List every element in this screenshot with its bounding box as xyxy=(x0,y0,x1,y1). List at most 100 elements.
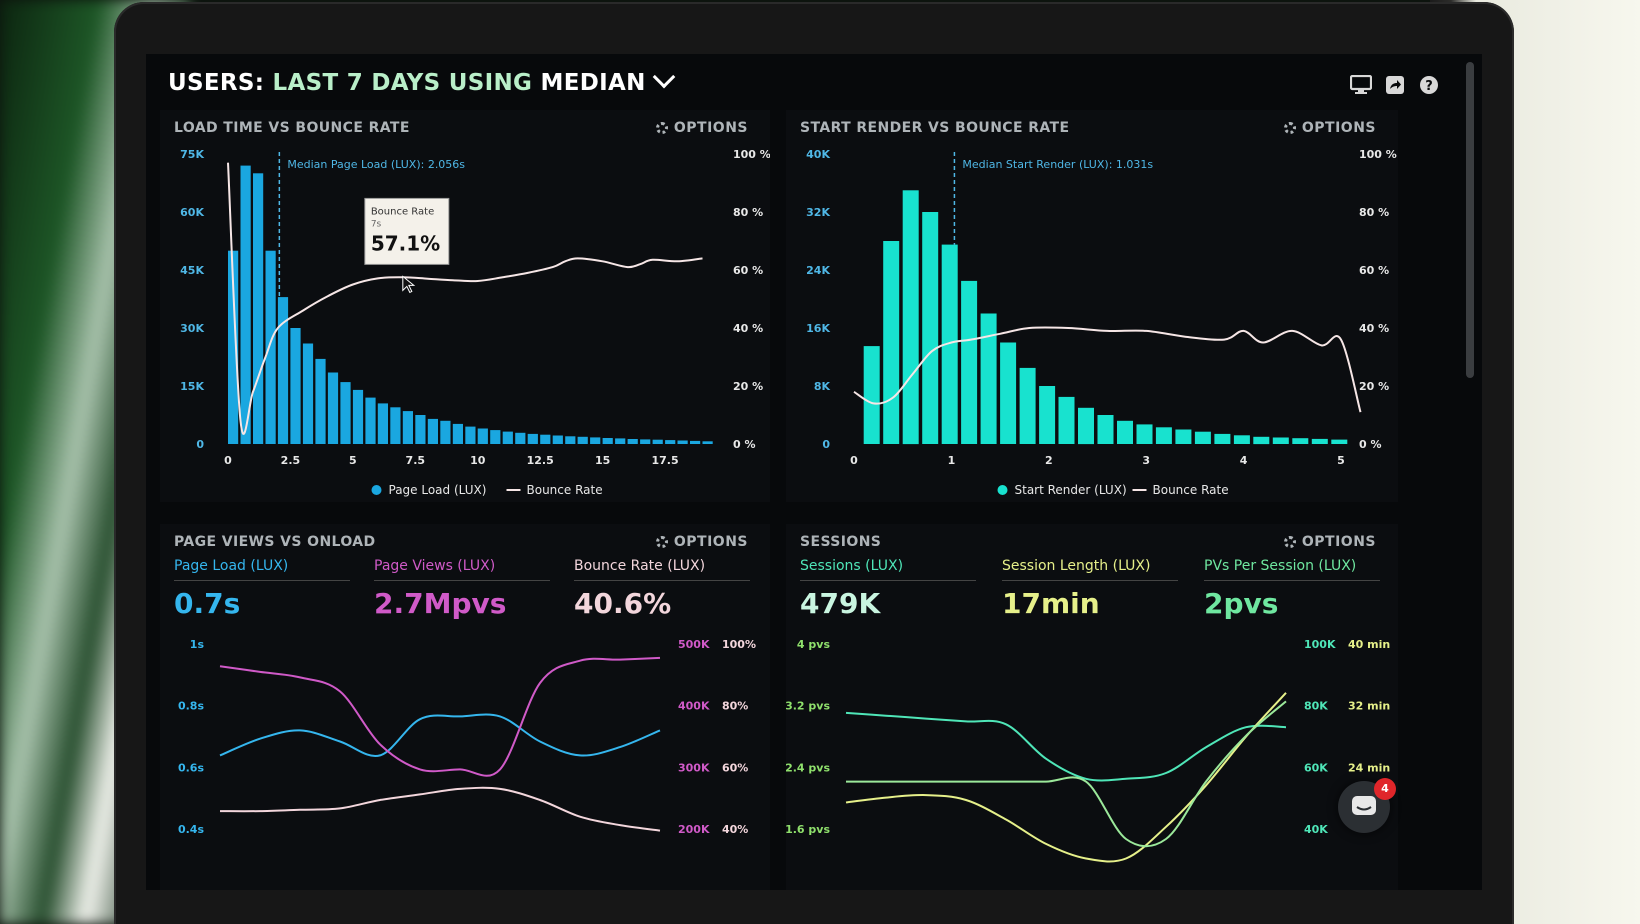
histogram-bar xyxy=(640,439,651,444)
y-tick-label: 0.8s xyxy=(178,700,204,713)
x-tick-label: 0 xyxy=(224,454,232,467)
y2-tick-label: 200K xyxy=(678,823,710,836)
y2-tick-label: 60 % xyxy=(1359,264,1389,277)
y2-tick-label: 500K xyxy=(678,638,710,651)
tooltip-sub: 7s xyxy=(371,219,382,229)
y3-tick-label: 24 min xyxy=(1348,761,1390,774)
panel-title: SESSIONS xyxy=(800,534,882,550)
share-icon[interactable] xyxy=(1384,74,1406,96)
metric-page-load[interactable]: Page Load (LUX) 0.7s xyxy=(174,558,350,620)
legend-swatch xyxy=(371,485,382,495)
histogram-bar xyxy=(565,436,576,444)
histogram-bar xyxy=(377,403,388,444)
y3-tick-label: 100% xyxy=(722,638,756,651)
sessions-panel: SESSIONS OPTIONS Sessions (LUX) 479K Ses… xyxy=(786,524,1398,890)
y2-tick-label: 0 % xyxy=(1359,438,1382,451)
y-tick-label: 75K xyxy=(180,148,204,161)
y2-tick-label: 80K xyxy=(1304,700,1328,713)
histogram-bar xyxy=(552,435,563,444)
tooltip-box xyxy=(364,197,450,265)
histogram-bar xyxy=(602,438,613,444)
start-render-panel: START RENDER VS BOUNCE RATE OPTIONS 40K 3… xyxy=(786,110,1398,502)
histogram-bar xyxy=(1058,396,1075,444)
x-tick-label: 0 xyxy=(850,454,858,467)
histogram-bar xyxy=(902,190,919,445)
histogram-bar xyxy=(922,212,939,444)
y2-tick-label: 40 % xyxy=(1359,322,1389,335)
histogram-bar xyxy=(390,407,401,444)
help-icon[interactable]: ? xyxy=(1418,74,1440,96)
x-tick-label: 5 xyxy=(1337,454,1345,467)
histogram-bar xyxy=(1155,427,1172,444)
metric-value: 479K xyxy=(800,587,881,620)
histogram-bar xyxy=(365,397,376,444)
histogram-bar xyxy=(477,428,488,444)
y3-tick-label: 80% xyxy=(722,700,748,713)
histogram-bar xyxy=(540,434,551,444)
metric-sessions[interactable]: Sessions (LUX) 479K xyxy=(800,558,976,620)
sessions-chart: 4 pvs 3.2 pvs 2.4 pvs 1.6 pvs 100K 80K 60K 40K 4… xyxy=(786,638,1390,863)
metric-value: 2.7Mpvs xyxy=(374,587,507,620)
histogram-bar xyxy=(863,346,880,444)
options-button[interactable]: OPTIONS xyxy=(1283,120,1376,136)
options-label: OPTIONS xyxy=(1301,534,1376,550)
legend-label: Page Load (LUX) xyxy=(389,483,487,497)
panel-title: LOAD TIME VS BOUNCE RATE xyxy=(174,120,410,136)
chat-icon xyxy=(1352,796,1376,815)
options-button[interactable]: OPTIONS xyxy=(1283,534,1376,550)
y2-tick-label: 400K xyxy=(678,700,710,713)
x-tick-label: 12.5 xyxy=(527,454,554,467)
tooltip-label: Bounce Rate xyxy=(371,206,434,217)
metric-bounce-rate[interactable]: Bounce Rate (LUX) 40.6% xyxy=(574,558,750,620)
histogram-bar xyxy=(302,343,314,444)
gear-icon xyxy=(1283,536,1296,548)
median-label: Median Page Load (LUX): 2.056s xyxy=(287,158,465,171)
metric-label: Page Views (LUX) xyxy=(374,558,550,581)
vertical-scrollbar[interactable] xyxy=(1466,62,1474,378)
tooltip-value: 57.1% xyxy=(371,231,440,255)
y3-tick-label: 40 min xyxy=(1348,638,1390,651)
x-tick-label: 17.5 xyxy=(651,454,678,467)
y3-tick-label: 32 min xyxy=(1348,700,1390,713)
y-tick-label: 0 xyxy=(822,438,830,451)
monitor-icon[interactable] xyxy=(1350,74,1372,96)
metric-value: 40.6% xyxy=(574,587,672,620)
bounce-rate-line xyxy=(227,162,703,435)
page-views-panel: PAGE VIEWS VS ONLOAD OPTIONS Page Load (… xyxy=(160,524,770,890)
y3-tick-label: 40% xyxy=(722,823,748,836)
metric-label: Bounce Rate (LUX) xyxy=(574,558,750,581)
y-tick-label: 45K xyxy=(180,264,204,277)
y-tick-label: 1.6 pvs xyxy=(786,823,830,836)
options-button[interactable]: OPTIONS xyxy=(655,120,748,136)
histogram-bar xyxy=(290,328,301,444)
histogram-bar xyxy=(577,436,588,444)
panel-title: START RENDER VS BOUNCE RATE xyxy=(800,120,1070,136)
histogram-bar xyxy=(590,437,601,444)
options-label: OPTIONS xyxy=(673,120,748,136)
x-tick-label: 3 xyxy=(1142,454,1150,467)
histogram-bar xyxy=(327,372,339,444)
x-tick-label: 4 xyxy=(1240,454,1248,467)
metric-pvs-per-session[interactable]: PVs Per Session (LUX) 2pvs xyxy=(1204,558,1380,620)
options-button[interactable]: OPTIONS xyxy=(655,534,748,550)
y-tick-label: 3.2 pvs xyxy=(786,700,830,713)
histogram-bar xyxy=(277,297,289,444)
y-tick-label: 0 xyxy=(196,438,204,451)
metric-page-views[interactable]: Page Views (LUX) 2.7Mpvs xyxy=(374,558,550,620)
y-tick-label: 32K xyxy=(806,206,830,219)
histogram-bar xyxy=(1292,438,1309,444)
y-tick-label: 4 pvs xyxy=(797,638,831,651)
y2-tick-label: 20 % xyxy=(733,380,763,393)
y2-tick-label: 80 % xyxy=(1359,206,1389,219)
legend-label: Bounce Rate xyxy=(1153,483,1229,497)
y2-tick-label: 40 % xyxy=(733,322,763,335)
dashboard-title[interactable]: USERS: LAST 7 DAYS USING MEDIAN xyxy=(168,65,675,96)
histogram-bar xyxy=(1097,415,1114,444)
histogram-bar xyxy=(1117,420,1133,444)
metric-session-length[interactable]: Session Length (LUX) 17min xyxy=(1002,558,1178,620)
chevron-down-icon[interactable] xyxy=(652,65,675,89)
histogram-bar xyxy=(652,439,663,444)
series-line xyxy=(219,786,661,832)
y-tick-label: 15K xyxy=(180,380,204,393)
histogram-bar xyxy=(1175,429,1192,444)
